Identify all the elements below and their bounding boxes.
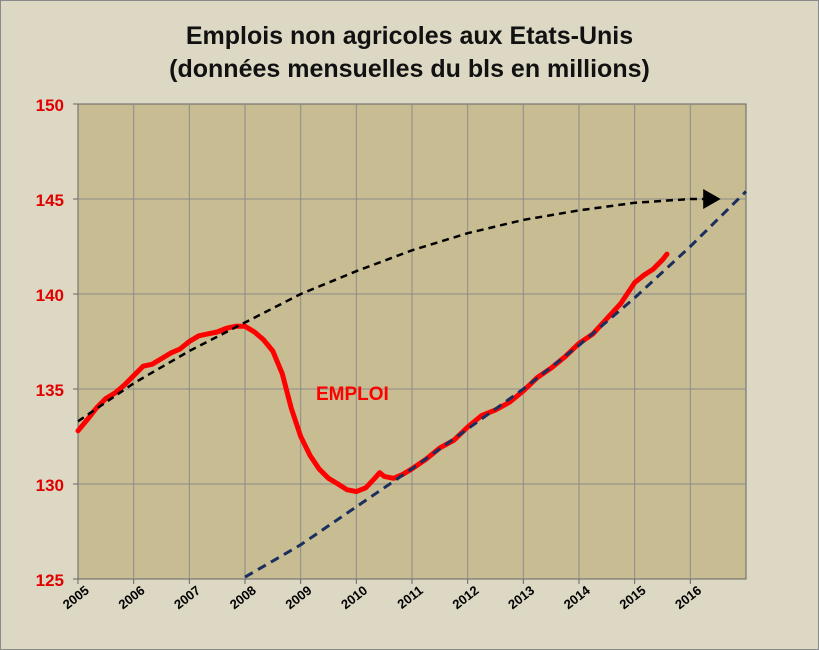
series-lines bbox=[75, 189, 748, 579]
x-tick-label: 2013 bbox=[505, 583, 537, 613]
x-tick-label: 2011 bbox=[394, 583, 425, 612]
chart-subtitle: (données mensuelles du bls en millions) bbox=[169, 55, 650, 83]
y-tick-label: 145 bbox=[36, 191, 64, 210]
x-tick-label: 2014 bbox=[561, 582, 594, 612]
x-tick-label: 2010 bbox=[338, 583, 370, 613]
x-tick-label: 2005 bbox=[60, 583, 92, 613]
chart-title: Emplois non agricoles aux Etats-Unis bbox=[185, 22, 634, 50]
y-axis: 125 130 135 140 145 150 bbox=[36, 96, 78, 590]
x-tick-label: 2009 bbox=[282, 583, 314, 613]
x-tick-label: 2015 bbox=[616, 583, 648, 613]
x-tick-label: 2007 bbox=[171, 583, 203, 613]
y-tick-label: 125 bbox=[36, 571, 64, 590]
x-tick-label: 2016 bbox=[672, 583, 704, 613]
y-tick-label: 140 bbox=[36, 286, 64, 305]
x-axis: 2005 2006 2007 2008 2009 2010 2011 2012 2013 2014… bbox=[60, 579, 704, 612]
x-tick-label: 2006 bbox=[115, 583, 147, 613]
x-tick-label: 2012 bbox=[449, 583, 481, 613]
y-tick-label: 150 bbox=[36, 96, 64, 115]
trend-line-pre-crisis bbox=[77, 189, 721, 423]
x-tick-label: 2008 bbox=[227, 583, 259, 613]
y-tick-label: 130 bbox=[36, 476, 64, 495]
emploi-annotation: EMPLOI bbox=[316, 384, 389, 405]
y-tick-label: 135 bbox=[36, 381, 64, 400]
trend-line-recovery bbox=[244, 190, 748, 579]
